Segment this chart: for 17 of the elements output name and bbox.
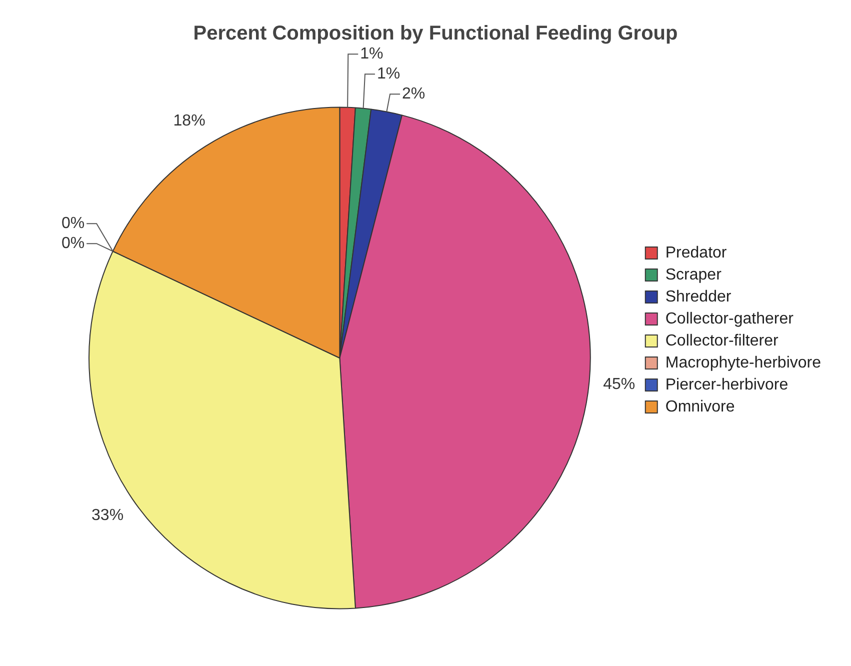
data-label: 33% bbox=[92, 507, 124, 524]
legend-label: Shredder bbox=[665, 288, 732, 306]
data-label: 1% bbox=[360, 45, 384, 62]
chart-title: Percent Composition by Functional Feeding Group bbox=[193, 22, 678, 45]
data-label: 18% bbox=[173, 112, 206, 130]
legend-label: Piercer-herbivore bbox=[665, 376, 788, 394]
legend-label: Macrophyte-herbivore bbox=[665, 354, 822, 372]
text: 0% bbox=[61, 235, 85, 252]
data-label: 1% bbox=[376, 65, 400, 82]
data-label: 45% bbox=[603, 376, 636, 393]
legend-label: Omnivore bbox=[665, 398, 735, 416]
legend-label: Predator bbox=[665, 244, 728, 262]
legend-label: Collector-filterer bbox=[665, 332, 779, 350]
legend-label: Collector-gatherer bbox=[665, 310, 794, 328]
text: 0% bbox=[61, 215, 85, 232]
legend-label: Scraper bbox=[665, 266, 722, 284]
data-label: 2% bbox=[402, 85, 426, 102]
